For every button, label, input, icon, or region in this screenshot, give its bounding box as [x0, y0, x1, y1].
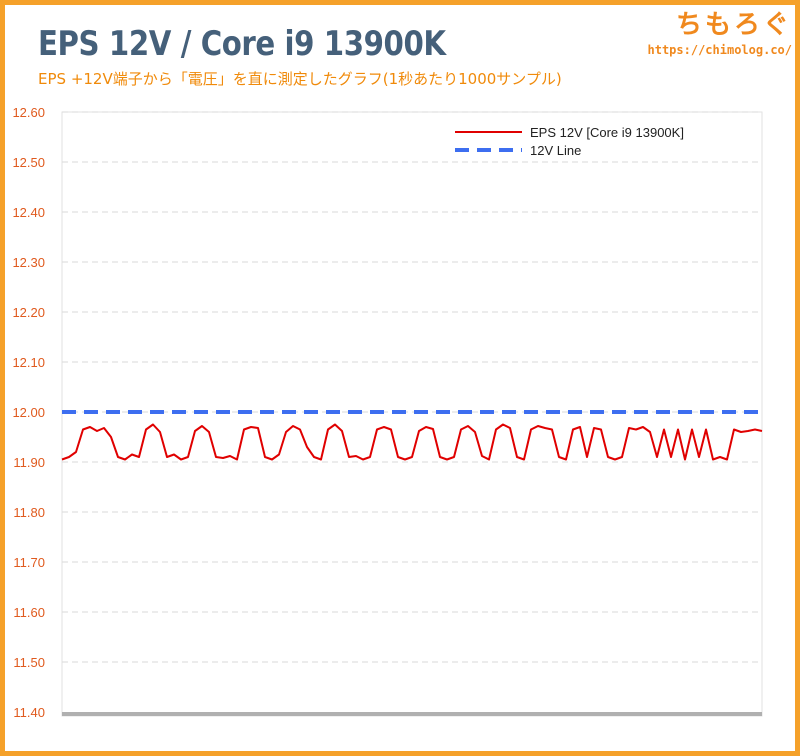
y-tick-label: 12.40 — [12, 205, 45, 220]
y-tick-label: 12.00 — [12, 405, 45, 420]
y-tick-label: 12.10 — [12, 355, 45, 370]
y-tick-label: 11.50 — [13, 655, 45, 670]
y-tick-label: 11.60 — [13, 605, 45, 620]
y-tick-label: 11.90 — [13, 455, 45, 470]
brand-url: https://chimolog.co/ — [647, 43, 793, 57]
y-tick-label: 11.70 — [13, 555, 45, 570]
legend-label: 12V Line — [530, 143, 581, 158]
y-tick-label: 12.50 — [12, 155, 45, 170]
chart-subtitle: EPS +12V端子から「電圧」を直に測定したグラフ(1秒あたり1000サンプル… — [38, 70, 562, 88]
y-tick-label: 11.40 — [13, 705, 45, 720]
brand-name: ちもろぐ — [675, 10, 792, 40]
y-axis-tick-labels: 12.60 12.50 12.40 12.30 12.20 12.10 12.00 11.90… — [12, 105, 45, 720]
legend: EPS 12V [Core i9 13900K] 12V Line — [455, 125, 684, 158]
grid-lines — [62, 111, 762, 663]
brand-logo[interactable]: ちもろぐ https://chimolog.co/ — [648, 4, 793, 57]
y-tick-label: 12.20 — [12, 305, 45, 320]
series-group — [61, 410, 763, 461]
series-line-eps-12v — [61, 423, 763, 461]
legend-label: EPS 12V [Core i9 13900K] — [530, 125, 684, 140]
y-tick-label: 12.30 — [12, 255, 45, 270]
y-tick-label: 12.60 — [12, 105, 45, 120]
y-tick-label: 11.80 — [13, 505, 45, 520]
chart-title: EPS 12V / Core i9 13900K — [38, 24, 446, 64]
